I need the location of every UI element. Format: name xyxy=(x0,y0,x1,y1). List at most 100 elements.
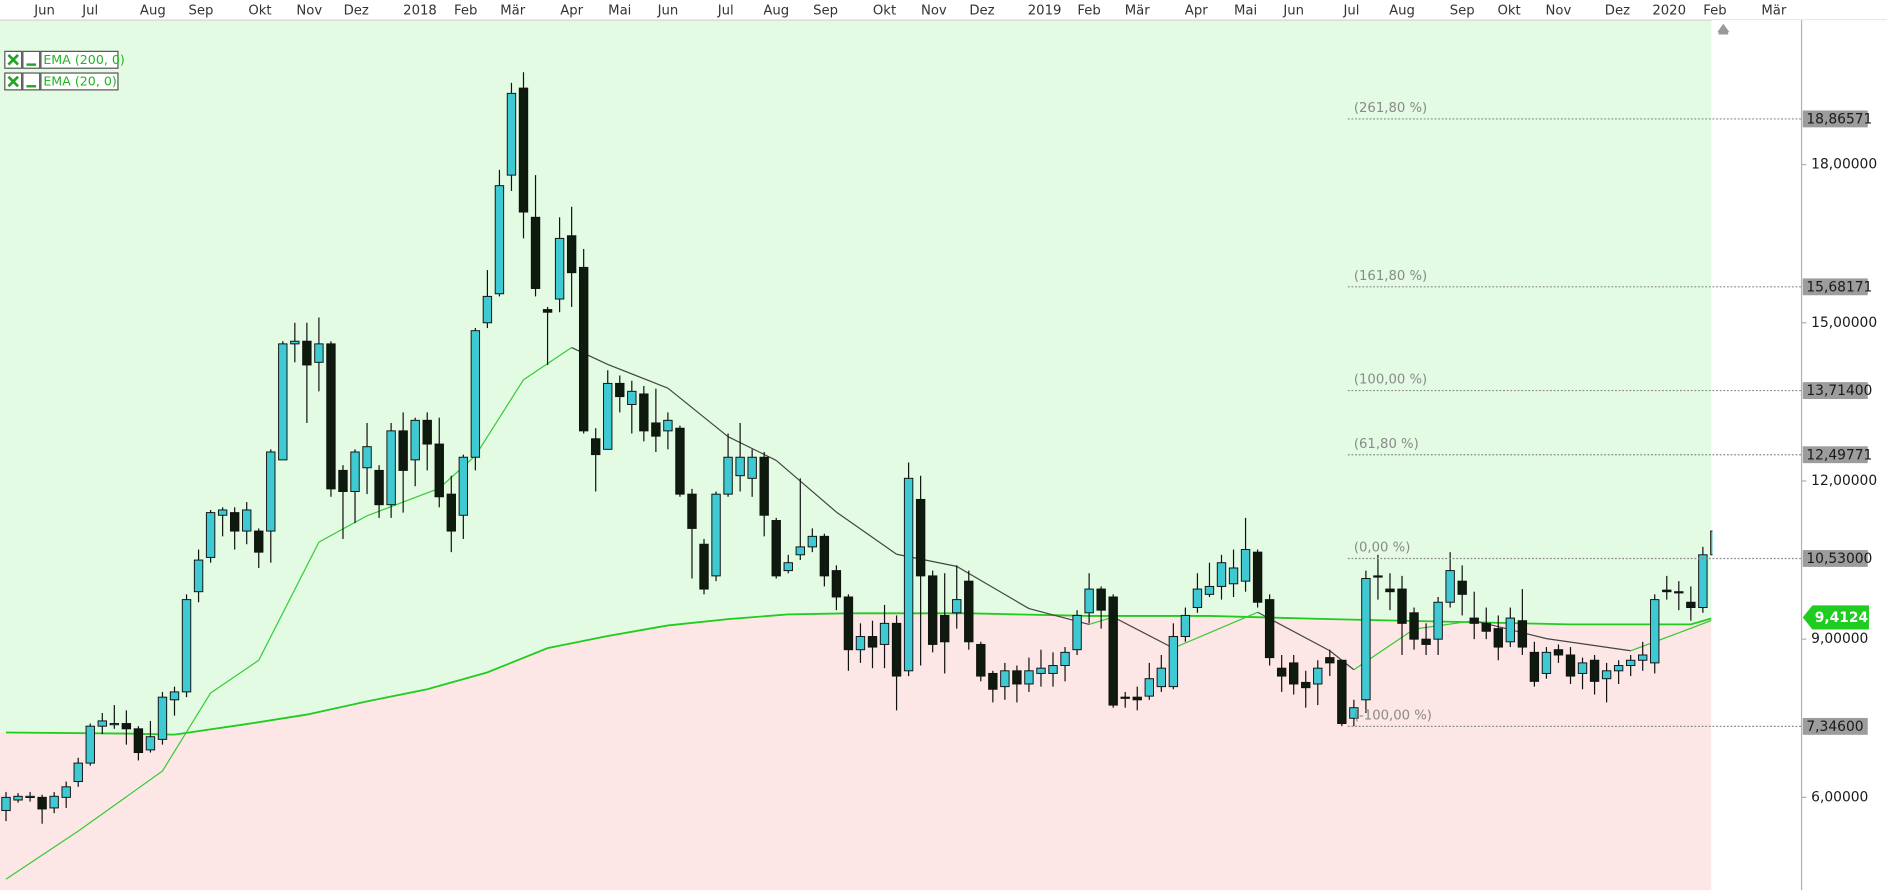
ema-segment xyxy=(667,387,729,438)
candle-body xyxy=(1072,614,1082,651)
ema-segment xyxy=(727,436,777,461)
candle-body xyxy=(1012,670,1022,685)
candle-body xyxy=(699,543,709,590)
candle-body xyxy=(530,216,541,289)
candle-body xyxy=(663,419,673,432)
fib-price-label: 12,49771 xyxy=(1806,447,1872,463)
fib-price-label: 10,53000 xyxy=(1806,551,1872,567)
candle-body xyxy=(735,456,745,477)
candle-body xyxy=(1132,696,1142,701)
candle-body xyxy=(964,580,974,643)
fib-price-tag xyxy=(1802,110,1868,128)
candle-body xyxy=(205,512,216,558)
candle-body xyxy=(1445,570,1455,603)
legend-label: EMA (20, 0) xyxy=(43,74,117,89)
x-tick-label: Mär xyxy=(500,3,526,18)
fib-price-tag xyxy=(1802,717,1868,735)
candle-body xyxy=(1385,588,1395,593)
candle-body xyxy=(843,596,854,651)
candle-body xyxy=(1698,554,1708,609)
fib-price-label: 13,71400 xyxy=(1806,383,1872,399)
candle-body xyxy=(988,672,998,690)
candle-body xyxy=(49,795,59,809)
candle-body xyxy=(795,546,805,556)
fib-price-tag xyxy=(1802,278,1868,296)
candle-body xyxy=(37,796,47,810)
candle-body xyxy=(302,340,312,366)
candle-body xyxy=(1493,628,1503,648)
x-tick-label: 2018 xyxy=(403,3,437,18)
candle-body xyxy=(1192,588,1203,609)
legend-box xyxy=(40,50,119,69)
candle-body xyxy=(603,382,613,450)
candle-body xyxy=(1565,654,1576,677)
candle-body xyxy=(13,795,23,801)
candle-body xyxy=(1216,562,1227,587)
y-tick-label: 18,00000 xyxy=(1811,157,1877,173)
candle-body xyxy=(518,87,529,213)
fib-price-tag xyxy=(1802,382,1868,400)
x-tick-label: Mai xyxy=(608,3,631,18)
x-tick-label: Jul xyxy=(717,3,734,18)
x-tick-label: Nov xyxy=(921,3,947,18)
plot-background xyxy=(0,20,1712,891)
candle-body xyxy=(482,295,493,324)
x-tick-label: Apr xyxy=(1185,3,1208,18)
candle-body xyxy=(1638,654,1648,661)
candle-body xyxy=(1,796,11,812)
candle-body xyxy=(1024,670,1034,685)
candle-body xyxy=(1096,588,1106,611)
candle-body xyxy=(578,266,589,432)
candle-body xyxy=(1686,601,1696,609)
candle-body xyxy=(1301,681,1311,689)
candle-body xyxy=(1252,551,1263,603)
scroll-icon[interactable] xyxy=(1717,23,1730,35)
ema-segment xyxy=(1678,619,1712,634)
candle-body xyxy=(1048,665,1058,674)
candle-body xyxy=(627,390,637,405)
candle-body xyxy=(109,723,120,726)
candle-body xyxy=(1264,599,1275,659)
candle-body xyxy=(290,340,300,345)
candle-body xyxy=(1409,612,1419,640)
legend-toggle-icon[interactable] xyxy=(7,54,19,66)
candle-body xyxy=(1313,667,1323,685)
x-tick-label: Aug xyxy=(1389,3,1415,18)
candle-body xyxy=(1084,588,1094,614)
candle-body xyxy=(1180,614,1191,638)
candle-body xyxy=(25,795,35,798)
candle-body xyxy=(1120,696,1130,699)
candle-body xyxy=(1156,667,1167,688)
legend-toggle-icon[interactable] xyxy=(7,75,19,88)
candle-body xyxy=(1397,588,1407,624)
candle-body xyxy=(422,419,432,445)
fib-price-label: 7,34600 xyxy=(1806,719,1863,735)
ema-segment xyxy=(1112,616,1174,649)
candle-body xyxy=(1421,638,1431,645)
candle-body xyxy=(639,393,649,432)
candle-body xyxy=(254,530,264,553)
x-tick-label: Feb xyxy=(454,3,477,18)
candle-body xyxy=(1601,670,1612,680)
candle-body xyxy=(410,419,420,461)
last-value-label: 9,41248 xyxy=(1815,610,1878,626)
x-tick-label: Mai xyxy=(1234,3,1257,18)
candle-body xyxy=(1144,678,1154,697)
candle-body xyxy=(338,469,348,492)
ema-segment xyxy=(438,455,476,489)
candle-body xyxy=(807,535,818,548)
x-tick-label: Mär xyxy=(1761,3,1787,18)
candle-body xyxy=(903,477,914,672)
candle-body xyxy=(193,559,204,593)
candle-body xyxy=(458,456,469,516)
last-value-tag xyxy=(1802,605,1869,630)
ema-segment xyxy=(607,363,669,389)
ema-segment xyxy=(5,830,79,880)
ema-segment xyxy=(161,692,212,772)
candle-body xyxy=(1529,651,1540,682)
candle-body xyxy=(1036,667,1046,674)
candle-body xyxy=(542,309,553,313)
x-tick-label: Aug xyxy=(763,3,789,18)
candle-body xyxy=(771,520,781,577)
